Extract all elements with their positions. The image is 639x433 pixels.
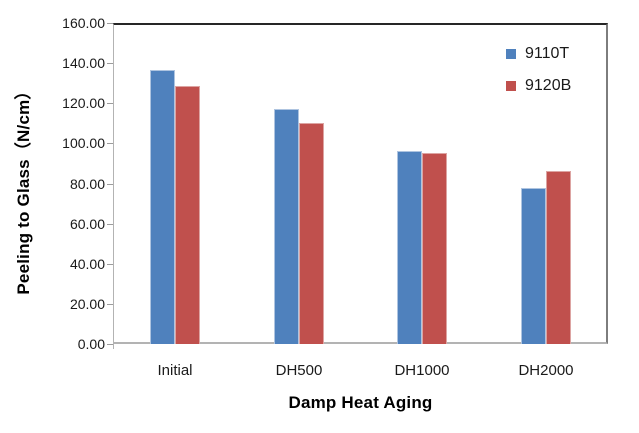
legend-swatch-icon: [506, 80, 516, 91]
y-tick-mark: [107, 184, 113, 185]
y-tick-mark: [107, 143, 113, 144]
x-tick-label-DH1000: DH1000: [394, 362, 450, 379]
y-tick-label: 160.00: [62, 15, 105, 31]
y-tick-mark: [107, 103, 113, 104]
y-tick-label: 80.00: [69, 176, 105, 192]
legend: 9110T 9120B: [506, 43, 571, 107]
bar-9120B-DH1000: [422, 153, 447, 344]
y-tick-label: 60.00: [69, 216, 105, 232]
x-tick-label-DH2000: DH2000: [518, 362, 574, 379]
bar-9110T-DH500: [274, 109, 299, 344]
bar-9120B-DH2000: [546, 171, 571, 344]
y-tick-label: 120.00: [62, 95, 105, 111]
y-tick-label: 20.00: [69, 296, 105, 312]
y-tick-mark: [107, 344, 113, 345]
y-tick-mark: [107, 304, 113, 305]
bar-9110T-DH2000: [521, 188, 546, 344]
bar-9110T-DH1000: [397, 151, 422, 344]
x-axis-stub: [113, 344, 114, 349]
x-tick-label-Initial: Initial: [157, 362, 193, 379]
legend-item-9110T: 9110T: [506, 43, 571, 64]
bar-9120B-DH500: [299, 123, 324, 344]
y-axis-title: Peeling to Glass（N/cm）: [14, 82, 33, 295]
bar-9110T-Initial: [150, 70, 175, 344]
legend-swatch-icon: [506, 48, 516, 59]
y-tick-mark: [107, 224, 113, 225]
x-tick-label-DH500: DH500: [275, 362, 323, 379]
bar-9120B-Initial: [175, 86, 200, 344]
legend-label: 9120B: [525, 76, 572, 94]
y-tick-label: 40.00: [69, 256, 105, 272]
y-tick-mark: [107, 23, 113, 24]
y-tick-mark: [107, 63, 113, 64]
y-tick-label: 0.00: [77, 336, 105, 352]
legend-item-9120B: 9120B: [506, 75, 571, 96]
y-tick-label: 140.00: [62, 55, 105, 71]
legend-label: 9110T: [525, 44, 570, 62]
x-axis-title: Damp Heat Aging: [288, 393, 433, 412]
y-tick-label: 100.00: [62, 135, 105, 151]
y-tick-mark: [107, 264, 113, 265]
